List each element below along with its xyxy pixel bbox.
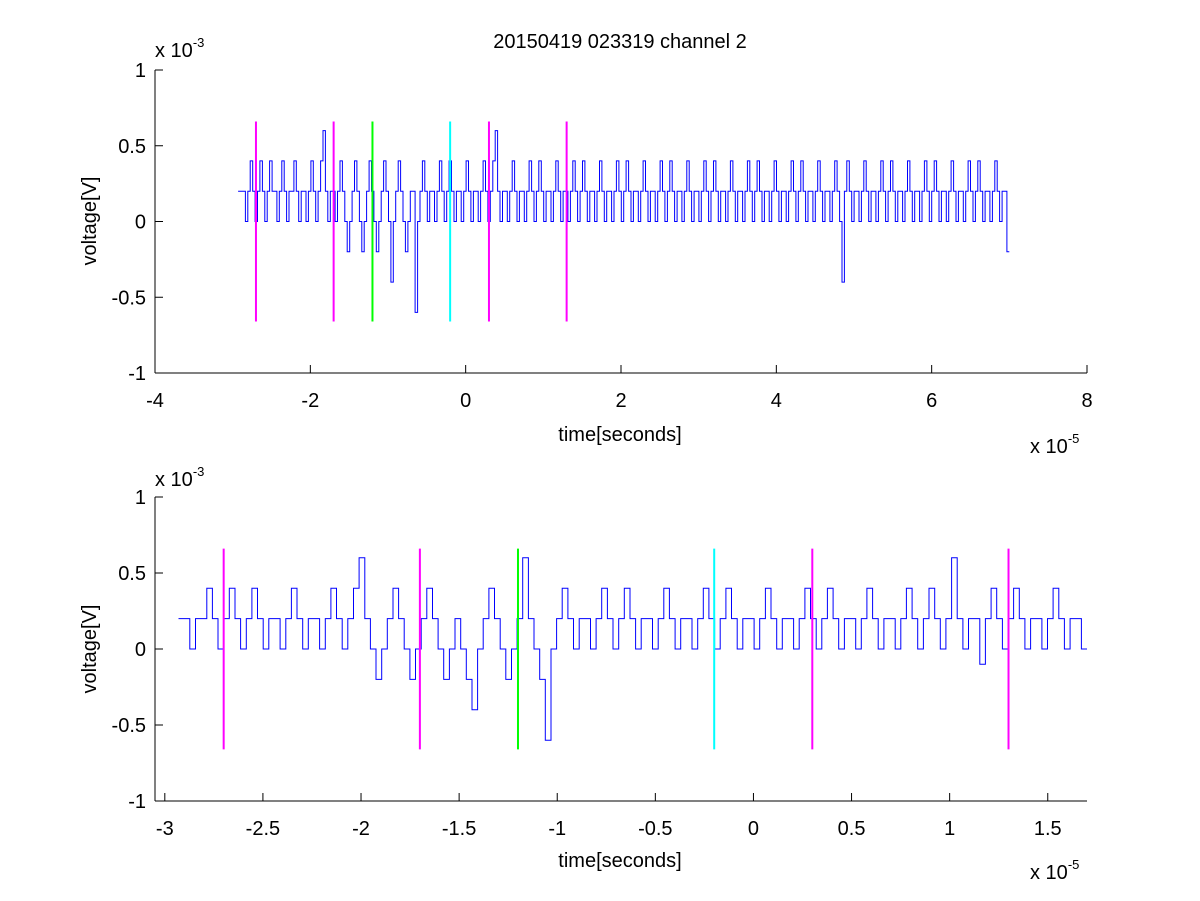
bottom-x-multiplier: x 10-5 [1030,857,1079,884]
bottom-x-tick-label: 0 [748,818,759,840]
bottom-y-tick-label: 0 [135,639,146,661]
top-panel: x 10-3 x 10-5 time[seconds] voltage[V] -… [79,35,1093,458]
bottom-x-tick-label: 0.5 [838,818,866,840]
top-signal-trace [238,130,1010,313]
top-y-tick-label: -0.5 [112,287,146,309]
top-x-tick-label: -2 [301,390,319,412]
bottom-signal-trace [178,557,1087,741]
top-x-tick-label: 4 [771,390,782,412]
top-x-tick-label: 0 [460,390,471,412]
top-y-tick-label: 0.5 [118,136,146,158]
bottom-panel: x 10-3 x 10-5 time[seconds] voltage[V] -… [79,464,1087,884]
bottom-x-tick-label: -0.5 [638,818,672,840]
bottom-x-tick-label: 1 [944,818,955,840]
bottom-x-tick-label: -3 [156,818,174,840]
bottom-y-multiplier: x 10-3 [155,464,204,491]
top-y-tick-label: 0 [135,212,146,234]
bottom-x-axis-label: time[seconds] [558,850,681,872]
bottom-y-tick-label: -0.5 [112,715,146,737]
bottom-x-tick-label: -2.5 [246,818,280,840]
figure-title: 20150419 023319 channel 2 [493,31,747,53]
top-y-axis-label: voltage[V] [79,177,101,266]
top-x-tick-label: 2 [615,390,626,412]
top-x-tick-label: 8 [1081,390,1092,412]
bottom-x-tick-label: -1 [548,818,566,840]
top-y-tick-label: -1 [128,363,146,385]
bottom-y-tick-label: -1 [128,791,146,813]
top-x-multiplier: x 10-5 [1030,431,1079,458]
top-y-tick-label: 1 [135,60,146,82]
bottom-x-tick-label: 1.5 [1034,818,1062,840]
bottom-y-tick-label: 1 [135,487,146,509]
bottom-x-tick-label: -2 [352,818,370,840]
top-x-tick-label: -4 [146,390,164,412]
bottom-y-tick-label: 0.5 [118,563,146,585]
top-x-axis-label: time[seconds] [558,424,681,446]
top-y-multiplier: x 10-3 [155,35,204,62]
bottom-x-tick-label: -1.5 [442,818,476,840]
top-x-tick-label: 6 [926,390,937,412]
bottom-y-axis-label: voltage[V] [79,605,101,694]
